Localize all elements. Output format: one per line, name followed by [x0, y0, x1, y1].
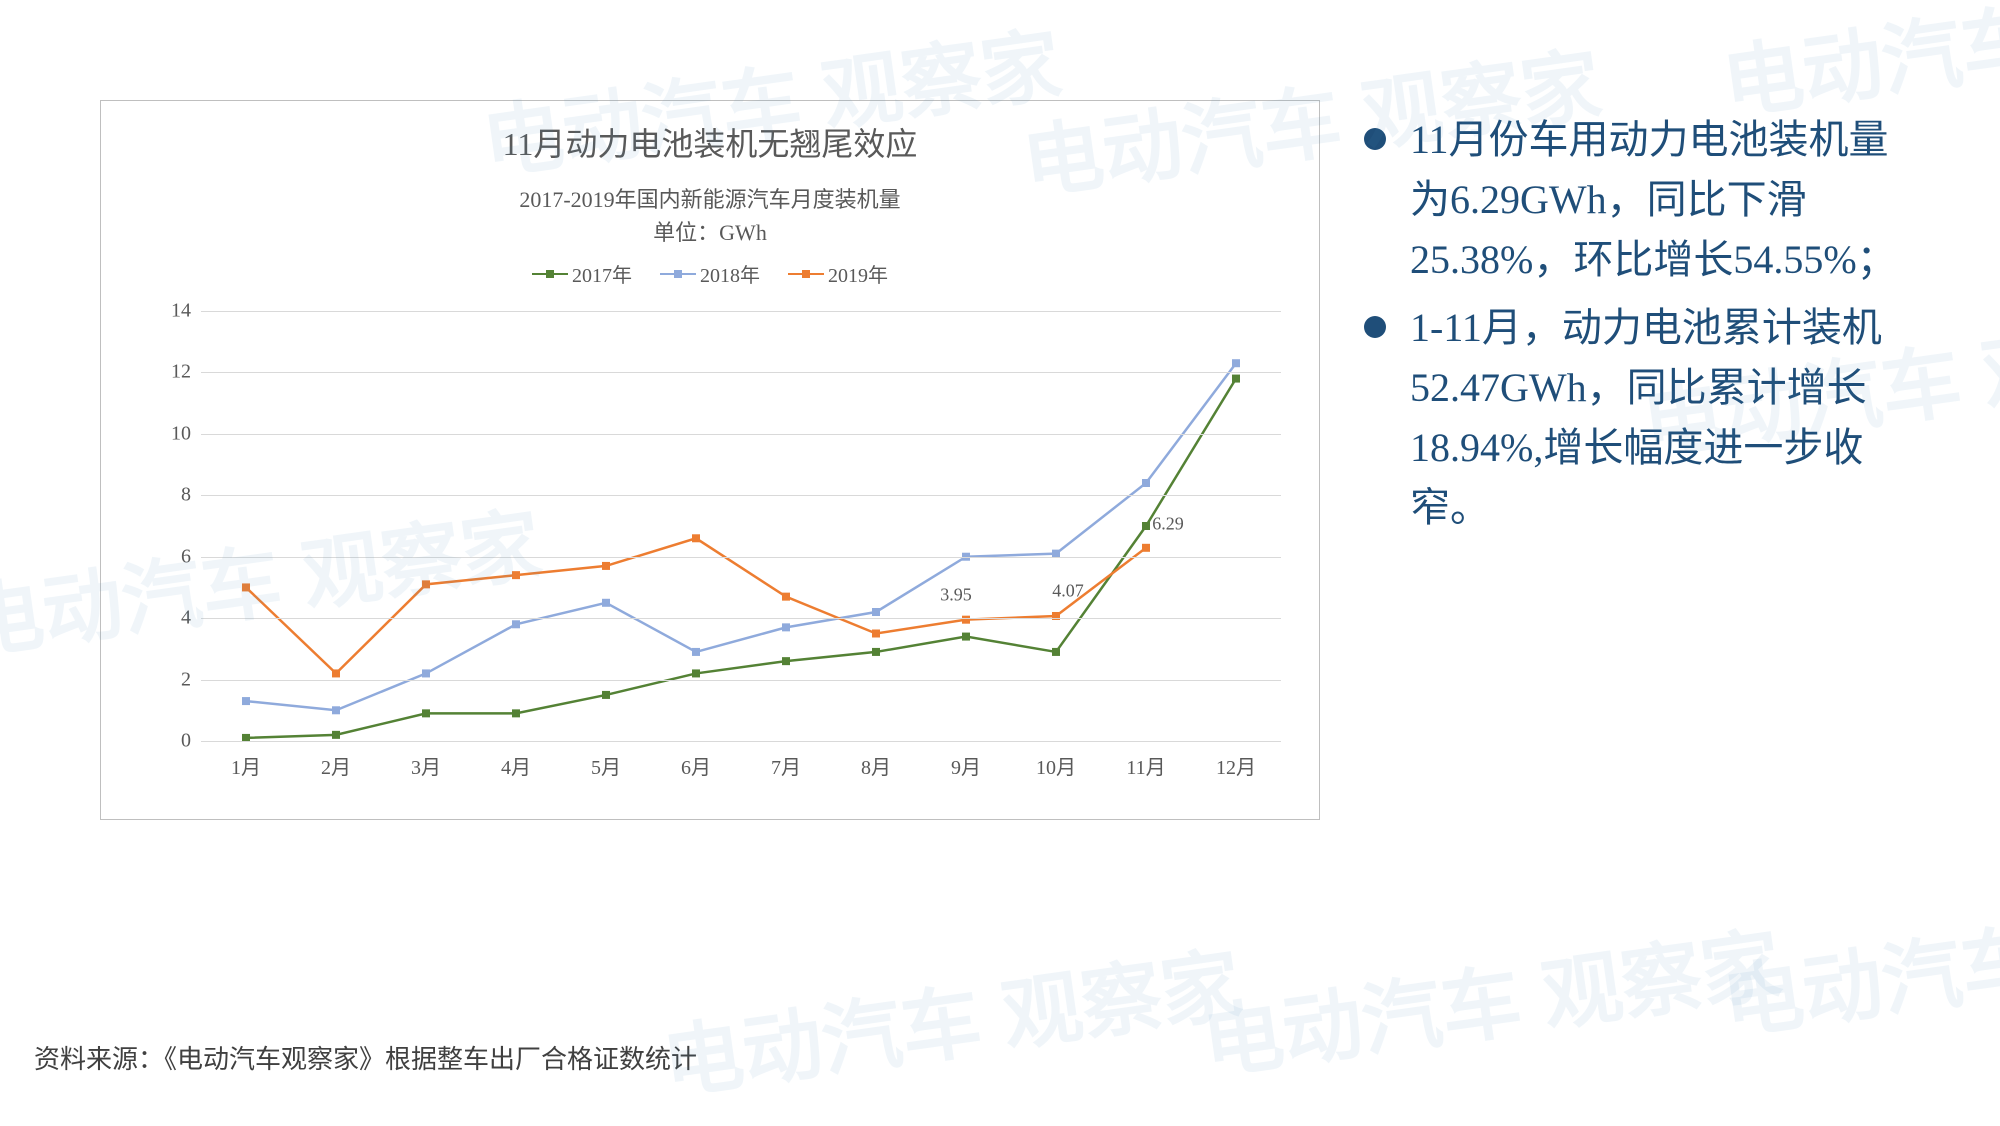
x-axis-tick-label: 11月 [1126, 751, 1165, 780]
x-axis-tick-label: 3月 [411, 751, 441, 780]
x-axis-tick-label: 9月 [951, 751, 981, 780]
series-marker [872, 630, 880, 638]
x-axis-tick-label: 7月 [771, 751, 801, 780]
series-marker [332, 706, 340, 714]
gridline [201, 557, 1281, 558]
watermark: 电动汽车 观察家 [1195, 900, 1788, 1096]
bullet-item: 1-11月，动力电池累计装机52.47GWh，同比累计增长18.94%,增长幅度… [1360, 298, 1920, 538]
series-marker [962, 616, 970, 624]
series-marker [512, 709, 520, 717]
x-axis-tick-label: 12月 [1216, 751, 1256, 780]
series-line [246, 363, 1236, 710]
gridline [201, 311, 1281, 312]
data-point-label: 4.07 [1052, 580, 1084, 601]
legend-item: 2017年 [532, 259, 632, 288]
legend-item: 2018年 [660, 259, 760, 288]
y-axis-tick-label: 14 [151, 300, 191, 323]
gridline [201, 741, 1281, 742]
watermark: 电动汽车 观察家 [1715, 860, 2000, 1056]
chart-lines-svg [201, 311, 1281, 741]
legend-label: 2018年 [700, 259, 760, 288]
series-marker [872, 648, 880, 656]
series-line [246, 379, 1236, 738]
legend-marker-icon [532, 267, 568, 281]
y-axis-tick-label: 2 [151, 668, 191, 691]
y-axis-tick-label: 10 [151, 422, 191, 445]
series-marker [422, 669, 430, 677]
y-axis-tick-label: 4 [151, 607, 191, 630]
chart-container: 11月动力电池装机无翘尾效应 2017-2019年国内新能源汽车月度装机量 单位… [100, 100, 1320, 820]
bullet-item: 11月份车用动力电池装机量为6.29GWh，同比下滑25.38%，环比增长54.… [1360, 110, 1920, 290]
chart-subtitle-line2: 单位：GWh [653, 220, 767, 245]
series-marker [602, 691, 610, 699]
x-axis-tick-label: 2月 [321, 751, 351, 780]
series-marker [512, 571, 520, 579]
series-marker [332, 731, 340, 739]
bullet-list: 11月份车用动力电池装机量为6.29GWh，同比下滑25.38%，环比增长54.… [1360, 100, 1920, 820]
x-axis-tick-label: 6月 [681, 751, 711, 780]
series-marker [782, 623, 790, 631]
gridline [201, 495, 1281, 496]
legend-label: 2017年 [572, 259, 632, 288]
data-point-label: 6.29 [1152, 513, 1184, 534]
x-axis-tick-label: 10月 [1036, 751, 1076, 780]
chart-plot-area: 024681012141月2月3月4月5月6月7月8月9月10月11月12月3.… [201, 311, 1281, 741]
chart-subtitle-line1: 2017-2019年国内新能源汽车月度装机量 [519, 187, 900, 212]
x-axis-tick-label: 4月 [501, 751, 531, 780]
series-marker [512, 620, 520, 628]
x-axis-tick-label: 5月 [591, 751, 621, 780]
y-axis-tick-label: 6 [151, 545, 191, 568]
series-marker [422, 580, 430, 588]
series-marker [692, 669, 700, 677]
gridline [201, 434, 1281, 435]
bullet-text: 1-11月，动力电池累计装机52.47GWh，同比累计增长18.94%,增长幅度… [1410, 305, 1882, 530]
y-axis-tick-label: 12 [151, 361, 191, 384]
bullet-dot-icon [1364, 128, 1386, 150]
series-marker [692, 534, 700, 542]
series-marker [332, 669, 340, 677]
chart-subtitle: 2017-2019年国内新能源汽车月度装机量 单位：GWh [101, 183, 1319, 249]
x-axis-tick-label: 1月 [231, 751, 261, 780]
series-marker [602, 599, 610, 607]
gridline [201, 372, 1281, 373]
legend-marker-icon [788, 267, 824, 281]
series-marker [242, 583, 250, 591]
series-marker [962, 633, 970, 641]
series-marker [1232, 375, 1240, 383]
chart-legend: 2017年 2018年 2019年 [101, 259, 1319, 288]
series-marker [1142, 522, 1150, 530]
bullet-text: 11月份车用动力电池装机量为6.29GWh，同比下滑25.38%，环比增长54.… [1410, 117, 1897, 282]
series-marker [422, 709, 430, 717]
y-axis-tick-label: 8 [151, 484, 191, 507]
source-text: 资料来源：《电动汽车观察家》根据整车出厂合格证数统计 [34, 1039, 697, 1076]
legend-marker-icon [660, 267, 696, 281]
legend-item: 2019年 [788, 259, 888, 288]
series-marker [782, 593, 790, 601]
data-point-label: 3.95 [940, 584, 972, 605]
series-marker [692, 648, 700, 656]
legend-label: 2019年 [828, 259, 888, 288]
gridline [201, 680, 1281, 681]
y-axis-tick-label: 0 [151, 730, 191, 753]
series-marker [1232, 359, 1240, 367]
series-marker [782, 657, 790, 665]
gridline [201, 618, 1281, 619]
chart-title: 11月动力电池装机无翘尾效应 [101, 119, 1319, 165]
series-marker [872, 608, 880, 616]
bullet-dot-icon [1364, 316, 1386, 338]
series-marker [1142, 479, 1150, 487]
series-marker [1052, 648, 1060, 656]
series-marker [602, 562, 610, 570]
series-marker [1142, 544, 1150, 552]
watermark: 电动汽车 观察家 [655, 920, 1248, 1116]
series-marker [242, 697, 250, 705]
x-axis-tick-label: 8月 [861, 751, 891, 780]
